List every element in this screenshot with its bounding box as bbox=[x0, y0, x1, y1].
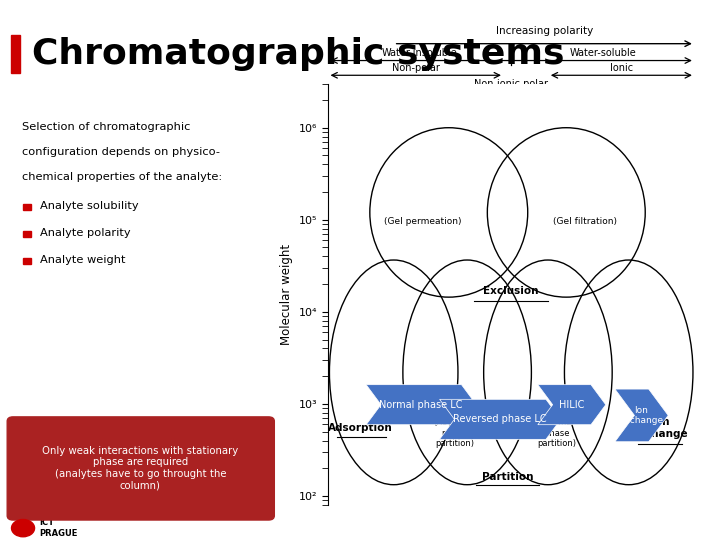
Circle shape bbox=[12, 519, 35, 537]
Text: Selection of chromatographic: Selection of chromatographic bbox=[22, 122, 190, 132]
Bar bbox=[11, 35, 20, 73]
Text: HILIC: HILIC bbox=[559, 400, 585, 410]
Text: Water-soluble: Water-soluble bbox=[570, 48, 636, 58]
Text: Chromatographic systems: Chromatographic systems bbox=[32, 37, 565, 71]
Text: Partition: Partition bbox=[482, 472, 534, 482]
Bar bbox=[23, 204, 31, 210]
Text: (Normal
phase
partition): (Normal phase partition) bbox=[538, 418, 577, 448]
Polygon shape bbox=[440, 399, 561, 440]
Text: Analyte solubility: Analyte solubility bbox=[40, 201, 138, 211]
Y-axis label: Molecular weight: Molecular weight bbox=[280, 244, 293, 345]
Text: (Reversed
phase
partition): (Reversed phase partition) bbox=[433, 418, 476, 448]
Text: (Gel permeation): (Gel permeation) bbox=[384, 217, 462, 226]
Bar bbox=[23, 231, 31, 237]
Bar bbox=[23, 258, 31, 264]
Text: Adsorption: Adsorption bbox=[328, 423, 393, 433]
Polygon shape bbox=[538, 384, 606, 424]
Text: Only weak interactions with stationary
phase are required
(analytes have to go t: Only weak interactions with stationary p… bbox=[42, 446, 238, 490]
Text: Analyte weight: Analyte weight bbox=[40, 255, 125, 265]
Text: Reversed phase LC: Reversed phase LC bbox=[454, 414, 547, 424]
FancyBboxPatch shape bbox=[7, 417, 274, 520]
Text: Ion
exchange: Ion exchange bbox=[631, 417, 688, 438]
Text: Ionic: Ionic bbox=[610, 63, 633, 72]
Text: Ion
exchange: Ion exchange bbox=[619, 406, 664, 425]
Text: Exclusion: Exclusion bbox=[483, 286, 539, 295]
Text: Water-insoluble: Water-insoluble bbox=[382, 48, 457, 58]
Text: chemical properties of the analyte:: chemical properties of the analyte: bbox=[22, 172, 222, 183]
Text: Normal phase LC: Normal phase LC bbox=[379, 400, 463, 410]
Text: Analyte polarity: Analyte polarity bbox=[40, 228, 130, 238]
Text: configuration depends on physico-: configuration depends on physico- bbox=[22, 147, 220, 157]
Text: Non-polar: Non-polar bbox=[392, 63, 440, 72]
Polygon shape bbox=[366, 384, 477, 424]
Text: Non-ionic polar: Non-ionic polar bbox=[474, 79, 548, 89]
Text: Increasing polarity: Increasing polarity bbox=[495, 25, 593, 36]
Polygon shape bbox=[615, 389, 668, 442]
Text: ICT
PRAGUE: ICT PRAGUE bbox=[40, 518, 78, 538]
Text: (Gel filtration): (Gel filtration) bbox=[553, 217, 616, 226]
